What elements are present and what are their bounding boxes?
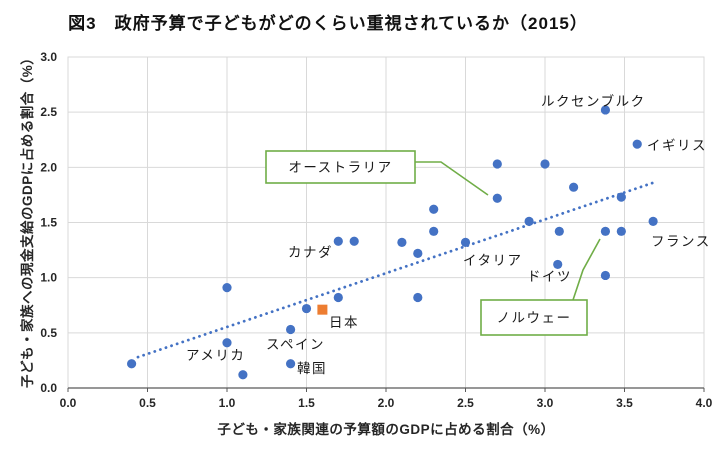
data-point xyxy=(648,216,658,226)
data-point-japan xyxy=(317,304,328,315)
data-point xyxy=(600,270,611,281)
x-tick-label: 3.0 xyxy=(537,396,554,410)
data-point xyxy=(616,226,626,236)
callout-leader-line xyxy=(415,161,489,196)
data-point xyxy=(413,292,423,303)
country-label: カナダ xyxy=(288,245,333,260)
callout-label: オーストラリア xyxy=(288,160,392,175)
country-label: 韓国 xyxy=(297,361,327,376)
data-point xyxy=(540,159,550,169)
data-point xyxy=(553,259,563,270)
data-point xyxy=(554,226,564,236)
data-point xyxy=(492,193,502,203)
x-tick-label: 3.5 xyxy=(616,396,633,410)
country-label: 日本 xyxy=(329,315,359,330)
y-tick-label: 2.5 xyxy=(40,105,57,119)
data-point xyxy=(238,370,248,380)
data-point xyxy=(222,338,232,348)
data-point xyxy=(600,226,611,236)
data-point xyxy=(429,204,439,214)
y-tick-label: 1.0 xyxy=(40,271,57,285)
country-label: スペイン xyxy=(266,337,325,352)
data-point xyxy=(286,359,296,369)
data-point xyxy=(127,359,137,369)
data-point xyxy=(492,159,502,169)
x-tick-label: 2.5 xyxy=(457,396,474,410)
data-point xyxy=(616,192,626,202)
data-point xyxy=(600,105,611,115)
x-tick-label: 4.0 xyxy=(696,396,713,410)
country-label: フランス xyxy=(651,234,711,249)
data-point xyxy=(333,236,343,246)
data-point xyxy=(569,182,579,192)
data-point xyxy=(524,216,534,226)
x-tick-label: 1.0 xyxy=(219,396,236,410)
data-point xyxy=(286,324,296,335)
data-point xyxy=(413,248,423,258)
country-label: アメリカ xyxy=(186,348,245,363)
callout-box xyxy=(480,299,588,336)
country-label: ドイツ xyxy=(527,269,572,284)
data-point xyxy=(460,237,471,247)
data-point xyxy=(349,236,359,246)
data-point xyxy=(632,139,642,149)
x-tick-label: 2.0 xyxy=(378,396,395,410)
data-point xyxy=(429,226,439,236)
x-tick-label: 0.0 xyxy=(60,396,77,410)
y-axis-title: 子ども・家族への現金支給のGDPに占める割合（%） xyxy=(20,50,35,388)
data-point xyxy=(333,292,343,303)
y-tick-label: 0.5 xyxy=(40,326,57,340)
data-point xyxy=(222,282,232,293)
country-label: イギリス xyxy=(647,138,707,153)
trendline xyxy=(136,181,655,359)
country-label: イタリア xyxy=(463,253,522,268)
y-tick-label: 0.0 xyxy=(40,381,57,395)
data-point xyxy=(397,237,407,247)
y-tick-label: 1.5 xyxy=(40,216,57,230)
callout-label: ノルウェー xyxy=(497,311,572,326)
data-point xyxy=(301,303,312,314)
x-tick-label: 1.5 xyxy=(298,396,315,410)
y-tick-label: 3.0 xyxy=(40,50,57,64)
chart-title: 図3 政府予算で子どもがどのくらい重視されているか（2015） xyxy=(68,14,588,33)
callout-leader-line xyxy=(572,238,601,301)
y-tick-label: 2.0 xyxy=(40,160,57,174)
x-axis-title: 子ども・家族関連の予算額のGDPに占める割合（%） xyxy=(217,422,555,437)
x-tick-label: 0.5 xyxy=(139,396,156,410)
country-label: ルクセンブルク xyxy=(541,93,646,109)
callout-box xyxy=(265,150,416,184)
